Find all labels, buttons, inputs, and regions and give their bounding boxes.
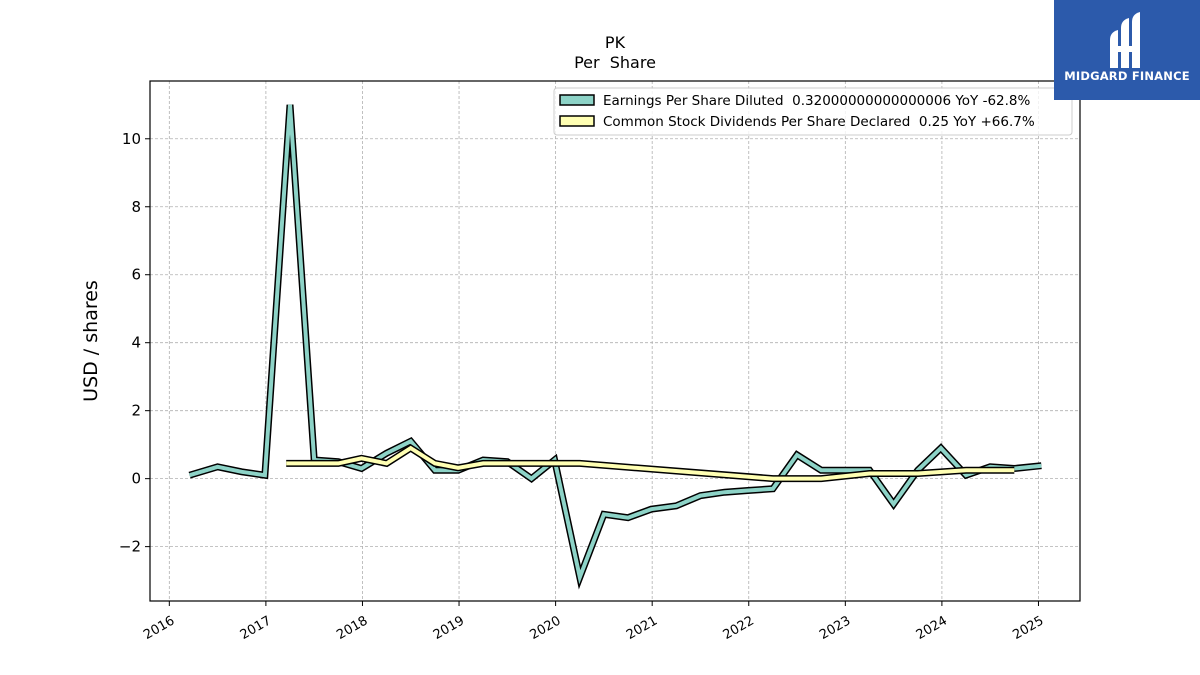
logo-text: MIDGARD FINANCE bbox=[1064, 69, 1190, 83]
y-tick-label: −2 bbox=[119, 538, 141, 556]
x-tick-label: 2019 bbox=[431, 613, 467, 643]
y-tick-label: 2 bbox=[131, 402, 141, 420]
y-tick-label: 8 bbox=[131, 198, 141, 216]
legend-label-dividends: Common Stock Dividends Per Share Declare… bbox=[603, 114, 1035, 130]
x-tick-label: 2022 bbox=[721, 613, 757, 643]
legend-box bbox=[553, 87, 1073, 136]
legend-label-eps: Earnings Per Share Diluted 0.32000000000… bbox=[603, 93, 1030, 109]
x-tick-label: 2016 bbox=[141, 613, 177, 643]
legend: Earnings Per Share Diluted 0.32000000000… bbox=[553, 87, 1073, 136]
y-tick-label: 10 bbox=[122, 130, 141, 148]
x-axis: 2016 2017 2018 2019 2020 2021 2022 2023 2024 2025 bbox=[141, 601, 1046, 643]
legend-swatch-eps bbox=[559, 94, 595, 106]
x-tick-label: 2024 bbox=[914, 613, 950, 643]
plot-frame bbox=[149, 80, 1081, 602]
chart-subtitle: Per Share bbox=[574, 53, 656, 72]
y-axis-label: USD / shares bbox=[80, 280, 102, 402]
y-tick-label: 6 bbox=[131, 266, 141, 284]
chart-title: PK bbox=[605, 33, 626, 52]
y-tick-label: 4 bbox=[131, 334, 141, 352]
x-tick-label: 2017 bbox=[238, 613, 274, 643]
grid bbox=[150, 81, 1080, 601]
series-0-outline bbox=[188, 104, 1042, 590]
series-0-line bbox=[189, 104, 1042, 585]
x-tick-label: 2025 bbox=[1010, 613, 1046, 643]
x-tick-label: 2023 bbox=[817, 613, 853, 643]
legend-swatch-dividends bbox=[559, 115, 595, 127]
y-tick-label: 0 bbox=[131, 470, 141, 488]
midgard-logo-icon bbox=[1110, 12, 1140, 68]
x-tick-label: 2021 bbox=[624, 613, 660, 643]
y-axis: −2 0 2 4 6 8 10 bbox=[119, 130, 150, 556]
x-tick-label: 2018 bbox=[334, 613, 370, 643]
series-1-line bbox=[286, 445, 1015, 481]
series-layer bbox=[188, 104, 1042, 590]
x-tick-label: 2020 bbox=[527, 613, 563, 643]
brand-logo: MIDGARD FINANCE bbox=[1054, 0, 1200, 100]
